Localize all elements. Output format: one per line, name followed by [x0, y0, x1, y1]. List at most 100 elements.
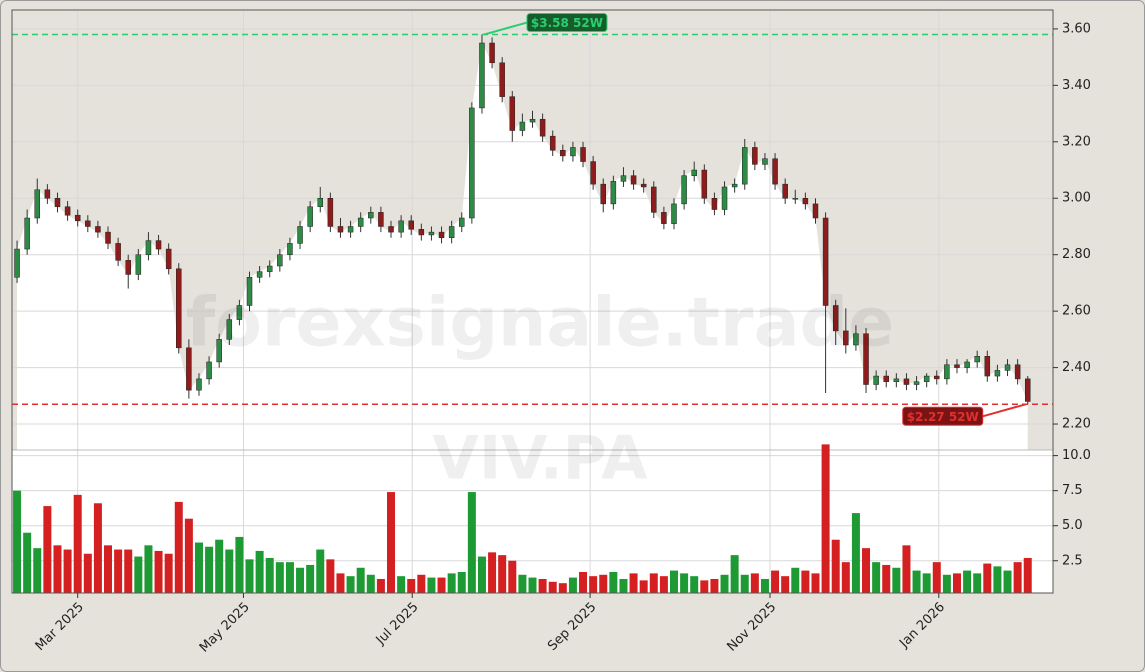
candle-body	[832, 305, 839, 332]
candle-body	[843, 330, 849, 346]
volume-bar	[397, 576, 406, 593]
candle-body	[479, 42, 485, 109]
candle-body	[661, 212, 667, 224]
volume-bar	[326, 559, 335, 593]
y-tick-label: 2.80	[1062, 247, 1091, 262]
volume-bar	[1003, 570, 1012, 593]
candle-body	[731, 183, 738, 188]
candle-body	[418, 229, 425, 236]
candle-body	[913, 381, 920, 385]
candle-body	[24, 217, 30, 250]
volume-bar	[568, 577, 577, 593]
candle-body	[934, 375, 940, 380]
candle-body	[923, 375, 930, 382]
candle-body	[984, 356, 991, 377]
volume-bar	[669, 570, 678, 593]
volume-bar	[993, 566, 1002, 593]
volume-bar	[13, 490, 22, 593]
volume-bar	[952, 573, 961, 593]
volume-bar	[356, 567, 365, 593]
candle-body	[954, 364, 960, 368]
volume-bar	[235, 536, 244, 593]
volume-bar	[477, 556, 486, 593]
candle-body	[822, 217, 829, 306]
volume-bar	[659, 576, 668, 593]
volume-bar	[629, 573, 638, 593]
volume-bar	[963, 570, 972, 593]
volume-bar	[821, 444, 830, 593]
volume-tick-label: 10.0	[1062, 448, 1091, 463]
volume-bar	[265, 557, 274, 593]
volume-bar	[740, 574, 749, 593]
candle-body	[549, 135, 556, 151]
ticker-watermark: VIV.PA	[432, 424, 648, 494]
candle-body	[802, 197, 809, 205]
volume-bar	[922, 573, 931, 593]
candle-body	[226, 319, 233, 340]
volume-bar	[205, 546, 214, 593]
volume-bar	[336, 573, 345, 593]
candle-body	[438, 231, 445, 239]
candle-body	[944, 364, 950, 380]
volume-bar	[427, 577, 436, 593]
candle-body	[691, 169, 697, 176]
candle-body	[529, 118, 536, 123]
candle-body	[863, 333, 869, 385]
volume-bar	[680, 573, 689, 593]
candle-body	[539, 118, 546, 137]
volume-tick-label: 7.5	[1062, 483, 1083, 498]
candle-body	[640, 183, 647, 188]
candle-body	[711, 197, 718, 210]
volume-bar	[346, 576, 355, 593]
candle-body	[883, 375, 889, 382]
annotation-arrow	[982, 403, 1027, 418]
candle-body	[853, 333, 859, 346]
volume-bar	[730, 555, 739, 593]
candle-body	[34, 189, 41, 219]
candle-body	[368, 212, 374, 219]
volume-bar	[811, 573, 820, 593]
candle-body	[509, 96, 516, 131]
candle-body	[499, 62, 505, 97]
volume-bar	[225, 549, 234, 593]
volume-bar	[912, 570, 921, 593]
candle-body	[741, 147, 748, 185]
volume-bar	[619, 578, 628, 593]
volume-bar	[63, 549, 72, 593]
volume-bar	[508, 560, 517, 593]
candle-body	[256, 271, 263, 278]
volume-bar	[902, 545, 911, 593]
volume-bar	[1023, 557, 1032, 593]
volume-bar	[93, 503, 102, 593]
candle-body	[165, 248, 172, 270]
candle-body	[277, 254, 283, 267]
volume-bar	[538, 578, 547, 593]
candle-body	[236, 305, 243, 320]
volume-bar	[164, 553, 173, 593]
candle-body	[135, 254, 142, 275]
volume-bar	[33, 548, 42, 593]
candle-body	[762, 158, 768, 165]
volume-bar	[467, 492, 476, 593]
volume-bar	[417, 574, 426, 593]
candle-body	[469, 107, 475, 219]
volume-bar	[498, 555, 507, 593]
volume-bar	[53, 545, 62, 593]
candle-body	[651, 186, 657, 213]
volume-bar	[245, 559, 254, 593]
volume-bar	[720, 574, 729, 593]
candle-body	[620, 175, 627, 182]
volume-bar	[700, 580, 709, 593]
candle-body	[378, 212, 384, 227]
annotation-arrow	[483, 21, 528, 36]
volume-bar	[114, 549, 123, 593]
candle-body	[994, 370, 1001, 377]
volume-bar	[791, 567, 800, 593]
candle-body	[176, 268, 182, 349]
volume-bar	[983, 563, 992, 593]
candle-body	[681, 175, 687, 205]
candle-body	[54, 197, 61, 207]
volume-bar	[649, 573, 658, 593]
candle-body	[287, 243, 293, 255]
